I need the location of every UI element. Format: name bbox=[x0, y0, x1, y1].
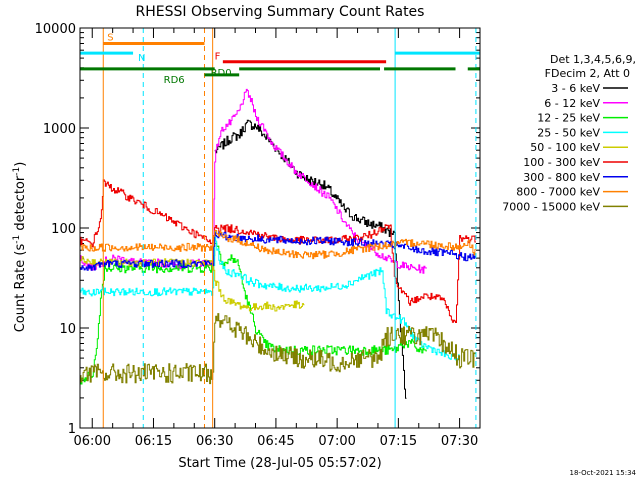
x-tick-label: 07:30 bbox=[441, 434, 478, 449]
flag-label-n: N bbox=[138, 53, 145, 64]
legend-label: 100 - 300 keV bbox=[523, 156, 600, 169]
svg-text:Count Rate (s-1 detector-1): Count Rate (s-1 detector-1) bbox=[12, 162, 28, 333]
y-axis-label-part1: Count Rate (s bbox=[13, 244, 28, 333]
legend-label: 12 - 25 keV bbox=[537, 112, 600, 125]
legend-header-line1: Det 1,3,4,5,6,9, bbox=[550, 53, 636, 66]
x-tick-label: 07:00 bbox=[318, 434, 355, 449]
series-line-7000-15000-kev bbox=[80, 313, 476, 385]
flag-label-s: S bbox=[107, 32, 113, 43]
y-axis-label-part2: detector bbox=[13, 175, 28, 235]
series-line-3-6-kev bbox=[214, 119, 407, 399]
x-tick-label: 07:15 bbox=[380, 434, 417, 449]
time-markers bbox=[102, 28, 477, 428]
series-line-800-7000-kev bbox=[80, 230, 476, 260]
legend-label: 800 - 7000 keV bbox=[516, 186, 600, 199]
legend-label: 50 - 100 keV bbox=[530, 141, 600, 154]
y-tick-label: 10 bbox=[59, 322, 76, 337]
y-tick-label: 1 bbox=[68, 422, 76, 437]
plot-frame bbox=[79, 27, 481, 429]
y-axis-label-part3: ) bbox=[13, 162, 28, 167]
series-group bbox=[80, 88, 476, 399]
legend-label: 25 - 50 keV bbox=[537, 126, 600, 139]
y-axis-label-sup2: -1 bbox=[12, 167, 22, 176]
y-axis-label-sup1: -1 bbox=[12, 235, 22, 244]
flag-bars: SNFRD0RD6 bbox=[80, 32, 480, 86]
legend-label: 3 - 6 keV bbox=[551, 82, 600, 95]
chart-title: RHESSI Observing Summary Count Rates bbox=[136, 4, 425, 20]
series-line-300-800-kev bbox=[80, 231, 476, 271]
x-tick-label: 06:45 bbox=[257, 434, 294, 449]
legend: Det 1,3,4,5,6,9, FDecim 2, Att 0 3 - 6 k… bbox=[502, 53, 636, 213]
legend-label: 7000 - 15000 keV bbox=[502, 200, 600, 213]
legend-label: 6 - 12 keV bbox=[544, 97, 600, 110]
legend-header-line2: FDecim 2, Att 0 bbox=[545, 67, 630, 80]
y-axis: 1 10 100 1000 10000 bbox=[35, 22, 480, 437]
footer-date: 18-Oct-2021 15:34 bbox=[570, 469, 637, 477]
y-tick-label: 1000 bbox=[43, 122, 76, 137]
y-axis-label: Count Rate (s-1 detector-1) bbox=[12, 162, 28, 333]
y-tick-label: 10000 bbox=[35, 22, 76, 37]
legend-label: 300 - 800 keV bbox=[523, 171, 600, 184]
x-axis-label: Start Time (28-Jul-05 05:57:02) bbox=[178, 456, 381, 471]
x-tick-label: 06:30 bbox=[196, 434, 233, 449]
flag-label-rd6: RD6 bbox=[164, 75, 185, 86]
y-tick-label: 100 bbox=[51, 222, 76, 237]
x-tick-label: 06:00 bbox=[74, 434, 111, 449]
x-axis: 06:00 06:15 06:30 06:45 07:00 07:15 07:30 bbox=[74, 28, 481, 449]
flag-label-f: F bbox=[215, 52, 221, 63]
x-tick-label: 06:15 bbox=[135, 434, 172, 449]
